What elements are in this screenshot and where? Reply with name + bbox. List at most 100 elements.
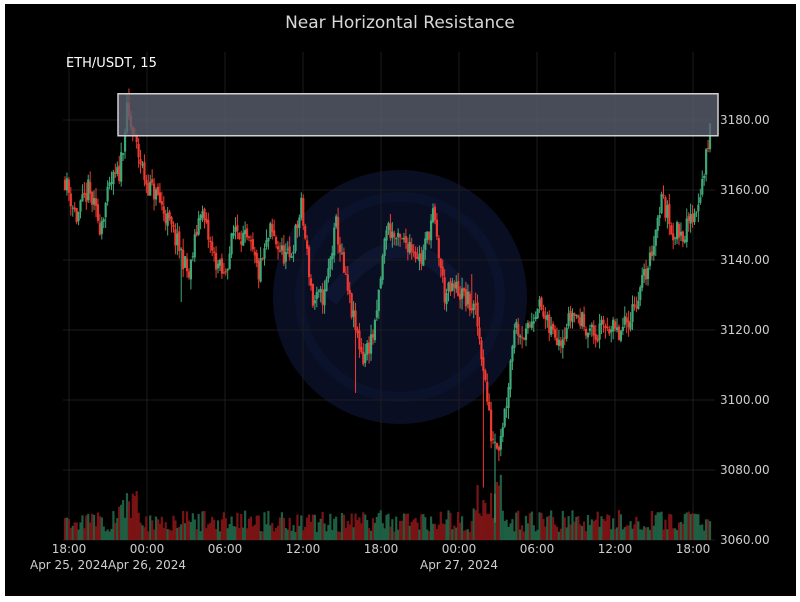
candle-body — [203, 208, 206, 221]
candle-body — [685, 218, 688, 243]
volume-bar — [691, 513, 694, 540]
volume-bar — [643, 526, 646, 540]
candle-body — [201, 211, 204, 218]
volume-bar — [596, 511, 599, 540]
volume-bar — [563, 517, 566, 540]
volume-bar — [203, 510, 206, 540]
volume-bar — [462, 530, 466, 540]
volume-bar — [701, 524, 704, 540]
candle-body — [224, 271, 227, 273]
x-tick-time: 06:00 — [208, 542, 243, 556]
volume-bar — [154, 516, 158, 540]
candle-body — [445, 293, 448, 305]
candle-body — [522, 337, 526, 340]
candle-body — [273, 230, 276, 237]
volume-bar — [389, 526, 392, 540]
volume-bar — [552, 517, 555, 540]
candle-body — [187, 271, 191, 278]
volume-bar — [164, 522, 167, 540]
volume-bar — [362, 512, 365, 540]
volume-bar — [598, 526, 601, 540]
volume-bar — [433, 523, 437, 540]
volume-bar — [621, 529, 624, 540]
candle-body — [108, 182, 111, 186]
volume-bar — [668, 513, 671, 540]
y-tick-label: 3160.00 — [720, 183, 770, 197]
candle-body — [619, 330, 623, 341]
volume-bar — [141, 525, 144, 540]
candle-body — [637, 300, 640, 310]
candle-body — [366, 343, 369, 355]
candle-body — [371, 334, 375, 338]
candle-body — [437, 238, 440, 259]
volume-bar — [331, 529, 334, 540]
volume-bar — [201, 511, 204, 540]
x-tick-date: Apr 26, 2024 — [108, 558, 186, 572]
volume-bar — [251, 526, 254, 540]
volume-bar — [414, 517, 417, 540]
volume-bar — [449, 512, 452, 540]
candle-body — [499, 436, 502, 450]
candle-body — [641, 275, 644, 288]
x-tick-time: 18:00 — [364, 542, 399, 556]
volume-bar — [637, 521, 640, 540]
volume-bar — [420, 514, 423, 540]
volume-bar — [455, 527, 458, 540]
volume-bar — [100, 517, 103, 540]
candle-body — [610, 329, 613, 333]
volume-bar — [476, 484, 479, 540]
volume-bar — [617, 510, 621, 540]
volume-bar — [646, 527, 650, 540]
volume-bar — [255, 515, 258, 540]
candle-body — [588, 328, 592, 331]
volume-bar — [249, 516, 253, 540]
candle-body — [348, 289, 351, 294]
volume-bar — [329, 513, 332, 540]
candle-body — [507, 387, 510, 409]
volume-bar — [197, 513, 200, 540]
volume-bar — [373, 522, 377, 540]
y-axis: 3060.00 3080.00 3100.00 3120.00 3140.00 3160.… — [720, 113, 770, 547]
candle-body — [261, 258, 264, 260]
candle-body — [213, 251, 216, 253]
volume-bar — [317, 522, 320, 540]
candle-body — [687, 216, 690, 221]
candle-body — [540, 297, 543, 311]
candle-body — [464, 289, 468, 307]
volume-bar — [429, 516, 433, 540]
volume-bar — [174, 520, 177, 540]
candle-body — [207, 220, 210, 240]
volume-bar — [129, 517, 132, 540]
candle-body — [114, 172, 117, 174]
x-tick-time: 06:00 — [520, 542, 555, 556]
volume-bar — [96, 512, 100, 540]
candle-body — [275, 237, 278, 245]
candle-body — [340, 253, 344, 255]
candle-body — [75, 208, 78, 223]
volume-bar — [371, 518, 375, 540]
volume-bar — [228, 524, 231, 540]
volume-bar — [629, 521, 632, 540]
candle-body — [695, 211, 698, 213]
candle-body — [98, 223, 101, 235]
candle-body — [63, 179, 67, 190]
volume-bar — [102, 526, 105, 540]
y-tick-label: 3140.00 — [720, 253, 770, 267]
candle-body — [429, 220, 433, 241]
volume-bar — [284, 527, 287, 540]
candle-body — [569, 310, 572, 321]
y-tick-label: 3080.00 — [720, 463, 770, 477]
candle-body — [639, 287, 642, 301]
volume-bar — [226, 528, 229, 540]
volume-bar — [379, 510, 382, 540]
candle-body — [596, 338, 599, 342]
candle-body — [373, 320, 377, 341]
volume-bar — [118, 506, 121, 540]
candle-body — [116, 167, 119, 174]
candle-body — [557, 339, 561, 346]
candle-body — [573, 313, 576, 316]
volume-bar — [522, 531, 526, 540]
volume-bar — [581, 525, 584, 540]
candle-body — [364, 353, 367, 363]
volume-bar — [172, 515, 175, 540]
